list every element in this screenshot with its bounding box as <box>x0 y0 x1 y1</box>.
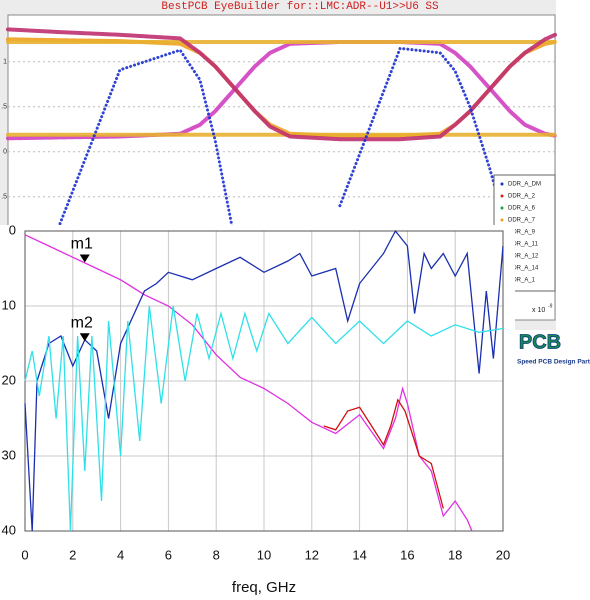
x-tick-label: 4 <box>117 547 124 562</box>
y-tick-label: .5 <box>1 104 7 111</box>
eye-title: BestPCB EyeBuilder for::LMC:ADR--U1>>U6 … <box>161 1 439 13</box>
sparam-trace <box>323 398 444 509</box>
sparam-trace <box>24 234 473 532</box>
legend-label: DDR_A_14 <box>508 266 539 272</box>
x-tick-label: 18 <box>448 547 462 562</box>
legend-label: DDR_A_6 <box>508 206 536 212</box>
sparam-window <box>0 225 515 600</box>
y-tick-label: 0 <box>3 149 7 156</box>
sparam-trace <box>24 305 504 532</box>
marker-label: m1 <box>71 236 93 253</box>
x-tick-label: 6 <box>165 547 172 562</box>
legend-symbol <box>500 182 504 186</box>
eye-trace <box>6 27 557 142</box>
x-tick-label: 14 <box>352 547 366 562</box>
legend-symbol <box>500 206 504 210</box>
legend-symbol <box>500 218 504 222</box>
x-scale-exponent: -9 <box>548 303 553 309</box>
y-tick-label: 1 <box>3 59 7 66</box>
legend-label: DDR_A_12 <box>508 254 539 260</box>
legend-label: DDR_A_9 <box>508 230 536 236</box>
x-tick-label: 20 <box>496 547 510 562</box>
legend-label: DDR_A_2 <box>508 194 536 200</box>
y-tick-label: 20 <box>2 372 16 387</box>
legend-label: DDR_A_7 <box>508 218 536 224</box>
logo-mark: PCB <box>519 331 561 353</box>
x-tick-label: 8 <box>213 547 220 562</box>
legend-label: DDR_A_DM <box>508 182 541 188</box>
marker-label: m2 <box>71 314 93 331</box>
marker-triangle <box>79 254 90 263</box>
y-tick-label: 40 <box>2 522 16 537</box>
x-tick-label: 2 <box>69 547 76 562</box>
legend-label: DDR_A_11 <box>508 242 539 248</box>
sparam-trace <box>24 229 504 532</box>
marker-triangle <box>79 333 90 342</box>
logo-tagline: Speed PCB Design Partner <box>517 359 590 366</box>
x-tick-label: 10 <box>257 547 271 562</box>
x-tick-label: 12 <box>305 547 319 562</box>
legend-symbol <box>500 194 504 198</box>
dotted-trace <box>58 46 512 244</box>
logo-box <box>516 330 590 372</box>
y-tick-label: 10 <box>2 297 16 312</box>
y-tick-label: .5 <box>1 194 7 201</box>
legend-label: DDR_A_1 <box>508 278 536 284</box>
x-scale-label: x 10 <box>532 307 545 314</box>
x-tick-label: 16 <box>400 547 414 562</box>
y-tick-label: 0 <box>9 222 16 237</box>
y-tick-label: 30 <box>2 447 16 462</box>
x-axis-label: freq, GHz <box>232 579 296 596</box>
x-tick-label: 0 <box>21 547 28 562</box>
